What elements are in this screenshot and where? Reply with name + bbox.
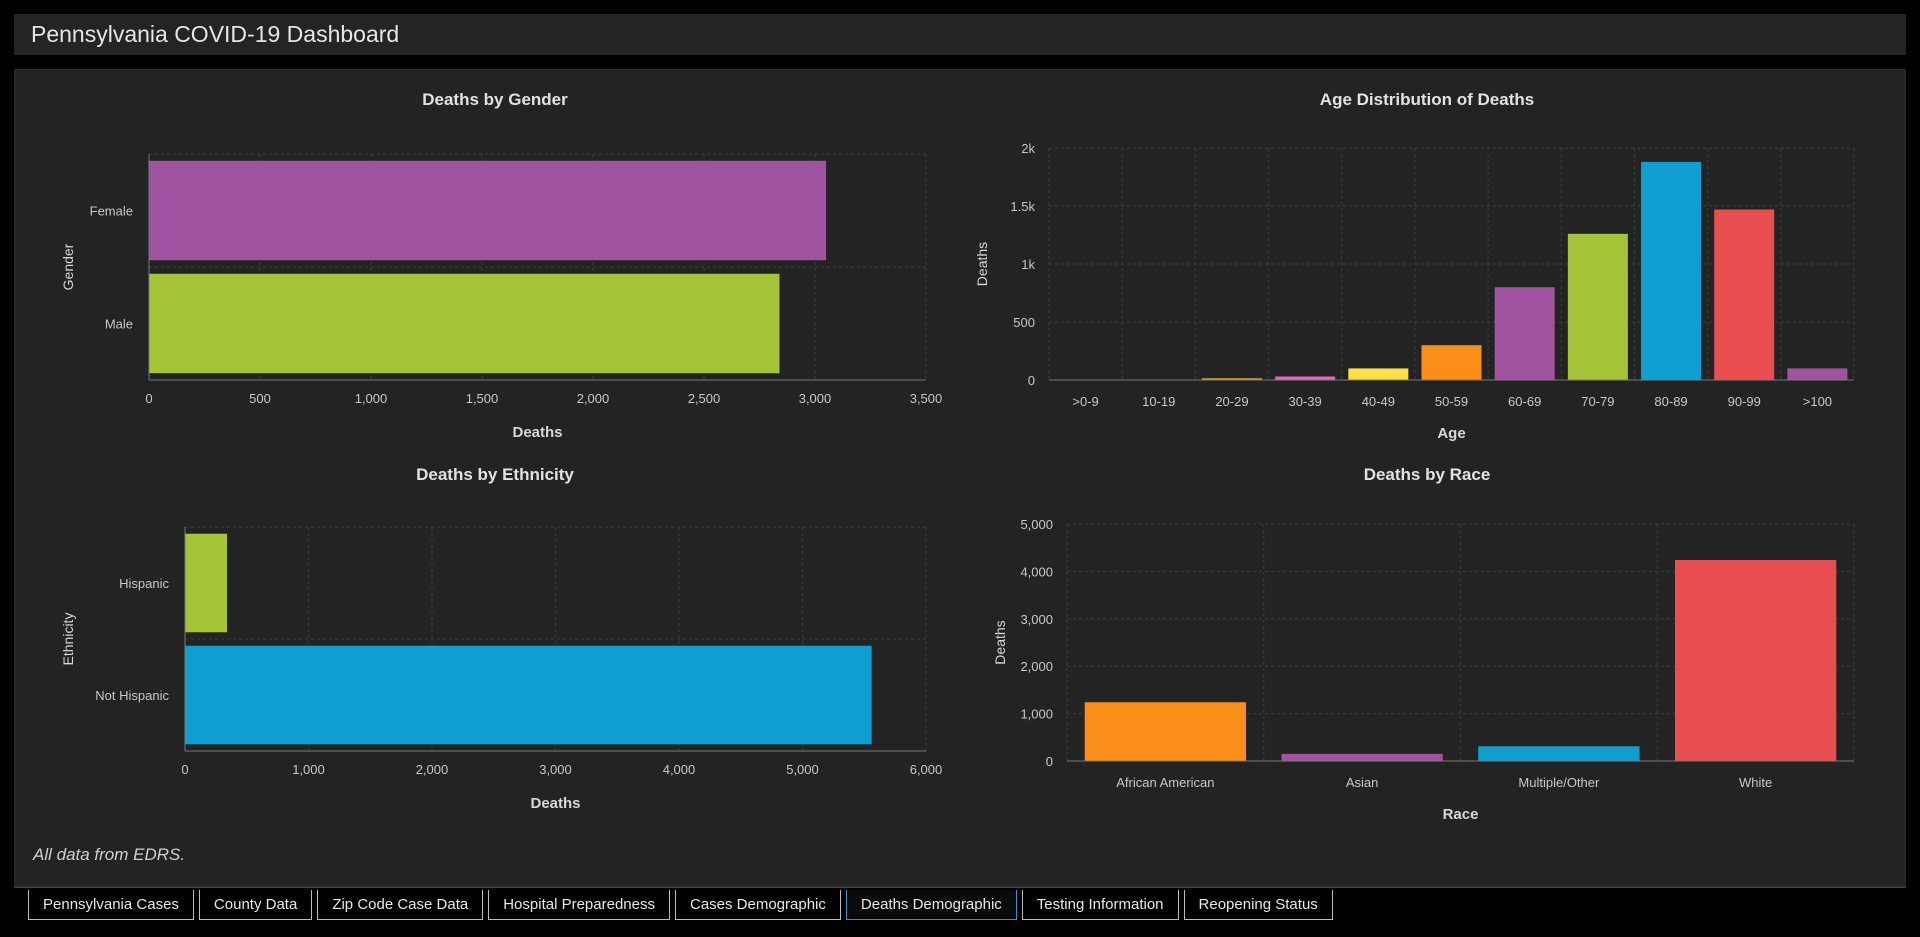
- x-tick-label: 70-79: [1581, 394, 1614, 409]
- tab-deaths-demographic[interactable]: Deaths Demographic: [845, 890, 1017, 920]
- y-tick-label: 0: [1046, 754, 1053, 769]
- data-source-footnote: All data from EDRS.: [33, 845, 186, 864]
- x-tick-label: 1,500: [466, 391, 499, 406]
- x-tick-label: 30-39: [1289, 394, 1322, 409]
- x-tick-label: 2,000: [577, 391, 610, 406]
- bar-not-hispanic[interactable]: [185, 645, 872, 745]
- x-tick-label: 90-99: [1728, 394, 1761, 409]
- x-tick-label: 0: [181, 762, 188, 777]
- y-axis-title: Deaths: [974, 242, 990, 286]
- bar-male[interactable]: [149, 273, 780, 374]
- bar-asian[interactable]: [1281, 753, 1443, 761]
- bar-70-79[interactable]: [1567, 233, 1628, 380]
- bar-80-89[interactable]: [1641, 161, 1702, 380]
- y-tick-label: 1k: [1021, 257, 1035, 272]
- x-tick-label: 500: [249, 391, 271, 406]
- x-tick-label: African American: [1116, 775, 1214, 790]
- x-axis-title: Deaths: [512, 424, 562, 441]
- tab-testing-information[interactable]: Testing Information: [1021, 890, 1179, 920]
- chart-gender: Deaths by Gender 0 500 1,000 1,500 2,000 2,500…: [60, 90, 942, 441]
- x-tick-label: 20-29: [1215, 394, 1248, 409]
- bar-white[interactable]: [1674, 560, 1837, 761]
- bar-90-99[interactable]: [1714, 209, 1775, 380]
- x-tick-label: 0: [145, 391, 152, 406]
- y-axis-title: Ethnicity: [60, 613, 76, 666]
- charts-canvas: Deaths by Gender 0 500 1,000 1,500 2,000 2,500…: [60, 90, 1855, 823]
- bar-100[interactable]: [1787, 368, 1848, 380]
- x-axis-title: Deaths: [530, 795, 580, 812]
- x-tick-label: 4,000: [663, 762, 696, 777]
- chart-race: Deaths by Race 0 1,000 2,000 3,000 4,000 5,000…: [992, 465, 1855, 823]
- x-tick-label: 10-19: [1142, 394, 1175, 409]
- x-tick-label: 1,000: [292, 762, 325, 777]
- y-tick-label: 4,000: [1020, 564, 1053, 579]
- x-tick-label: 6,000: [910, 762, 943, 777]
- x-axis-title: Age: [1437, 425, 1465, 442]
- x-tick-label: 2,000: [416, 762, 449, 777]
- bar-hispanic[interactable]: [185, 533, 227, 633]
- chart-title: Deaths by Gender: [422, 90, 568, 109]
- y-tick-label: 1.5k: [1010, 199, 1035, 214]
- bar-50-59[interactable]: [1421, 345, 1482, 380]
- y-tick-label: Not Hispanic: [95, 688, 169, 703]
- chart-title: Deaths by Ethnicity: [416, 465, 574, 484]
- tab-zip-code-case-data[interactable]: Zip Code Case Data: [317, 890, 484, 920]
- x-tick-label: White: [1739, 775, 1772, 790]
- y-tick-label: Male: [105, 317, 133, 332]
- bar-female[interactable]: [149, 160, 827, 261]
- x-tick-label: 3,000: [799, 391, 832, 406]
- chart-title: Deaths by Race: [1364, 465, 1491, 484]
- x-tick-label: 5,000: [786, 762, 819, 777]
- x-tick-label: 80-89: [1654, 394, 1687, 409]
- y-axis-title: Deaths: [992, 620, 1008, 664]
- x-tick-label: 60-69: [1508, 394, 1541, 409]
- x-tick-label: 1,000: [355, 391, 388, 406]
- bar-multiple-other[interactable]: [1478, 746, 1640, 761]
- x-axis-title: Race: [1443, 806, 1479, 823]
- x-tick-label: 50-59: [1435, 394, 1468, 409]
- tab-hospital-preparedness[interactable]: Hospital Preparedness: [488, 890, 670, 920]
- dashboard-tab-bar: Pennsylvania Cases County Data Zip Code Ca…: [14, 887, 1906, 923]
- tab-cases-demographic[interactable]: Cases Demographic: [674, 890, 841, 920]
- x-tick-label: 3,000: [539, 762, 572, 777]
- tab-pennsylvania-cases[interactable]: Pennsylvania Cases: [28, 890, 194, 920]
- y-tick-label: 5,000: [1020, 517, 1053, 532]
- y-tick-label: 0: [1028, 373, 1035, 388]
- x-tick-label: Multiple/Other: [1518, 775, 1600, 790]
- chart-ethnicity: Deaths by Ethnicity 0 1,000 2,000 3,000 4,000…: [60, 465, 942, 812]
- x-tick-label: 3,500: [910, 391, 943, 406]
- deaths-demographic-panel: Deaths by Gender 0 500 1,000 1,500 2,000 2,500…: [14, 69, 1906, 887]
- x-tick-label: Asian: [1346, 775, 1379, 790]
- bar-30-39[interactable]: [1275, 376, 1336, 380]
- dashboard-header: Pennsylvania COVID-19 Dashboard: [14, 14, 1906, 55]
- y-tick-label: 2,000: [1020, 659, 1053, 674]
- y-tick-label: 3,000: [1020, 612, 1053, 627]
- x-tick-label: 40-49: [1362, 394, 1395, 409]
- tab-reopening-status[interactable]: Reopening Status: [1183, 890, 1333, 920]
- y-tick-label: Female: [90, 204, 133, 219]
- y-tick-label: 1,000: [1020, 707, 1053, 722]
- y-tick-label: 2k: [1021, 141, 1035, 156]
- bar-40-49[interactable]: [1348, 368, 1409, 380]
- y-tick-label: 500: [1013, 315, 1035, 330]
- bar-20-29[interactable]: [1201, 378, 1262, 380]
- tab-county-data[interactable]: County Data: [198, 890, 313, 920]
- dashboard-title: Pennsylvania COVID-19 Dashboard: [31, 21, 400, 47]
- x-tick-label: 2,500: [688, 391, 721, 406]
- y-axis-title: Gender: [60, 243, 76, 290]
- chart-age: Age Distribution of Deaths 0 500 1k 1.5k 2k >0…: [974, 90, 1855, 442]
- bar-60-69[interactable]: [1494, 287, 1555, 380]
- x-tick-label: >0-9: [1072, 394, 1098, 409]
- chart-title: Age Distribution of Deaths: [1320, 90, 1534, 109]
- bar-african-american[interactable]: [1084, 702, 1247, 761]
- x-tick-label: >100: [1803, 394, 1832, 409]
- y-tick-label: Hispanic: [119, 576, 169, 591]
